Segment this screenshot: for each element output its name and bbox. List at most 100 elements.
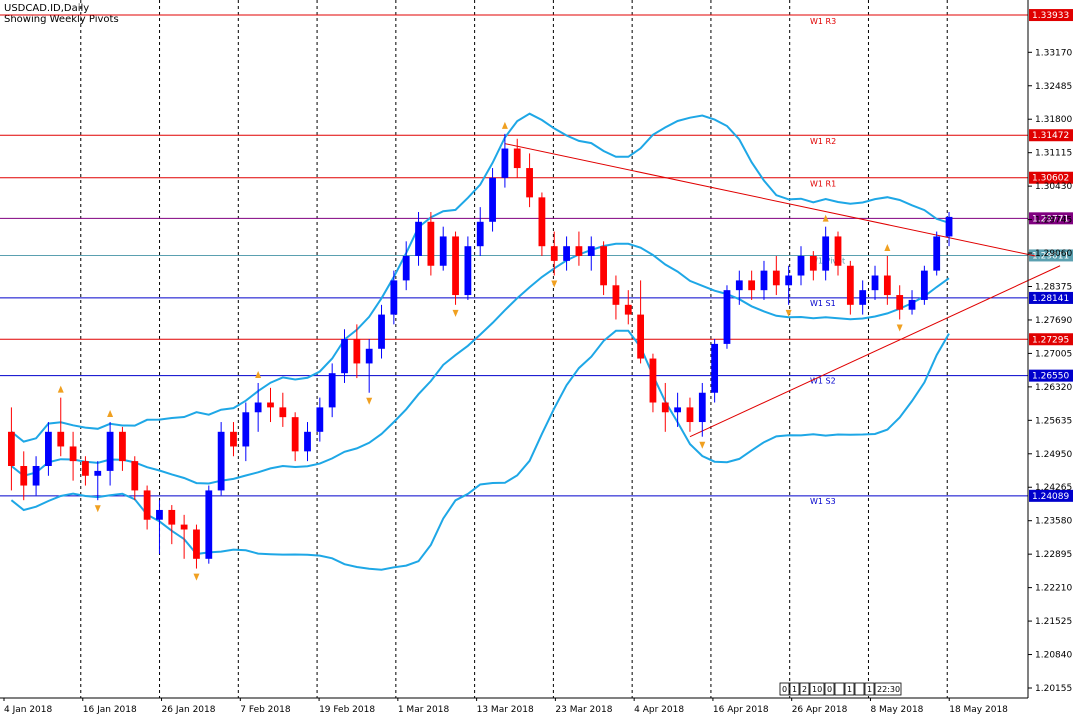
candle (686, 397, 694, 432)
fractal-up-marker (884, 243, 891, 251)
timeframe-button-label: 1 (792, 685, 797, 694)
fractal-down-marker (452, 309, 459, 317)
candle-body (45, 431, 52, 466)
time-axis-label: 4 Jan 2018 (4, 705, 52, 715)
candle (131, 456, 139, 501)
time-axis-label: 16 Apr 2018 (713, 705, 769, 715)
candle-body (933, 236, 941, 271)
candle-body (674, 407, 682, 413)
price-axis-label: 1.20155 (1035, 684, 1072, 694)
candle-body (945, 216, 953, 237)
chart-symbol-title: USDCAD.ID,Daily (4, 3, 90, 14)
time-axis: 4 Jan 2018 16 Jan 2018 26 Jan 2018 7 Feb 20… (0, 697, 1028, 715)
pivot-level-name: W1 R2 (810, 137, 836, 146)
candle-body (883, 275, 891, 296)
price-axis-label: 1.26320 (1035, 383, 1072, 393)
candle-body (230, 431, 237, 447)
timeframe-button-label: 0 (827, 685, 832, 694)
pivot-level-name: W1 S3 (810, 497, 836, 506)
candle (156, 500, 163, 554)
candle-body (464, 246, 472, 296)
candle-body (57, 431, 65, 447)
candle-body (304, 431, 311, 452)
timeframe-button-label: 2 (802, 685, 807, 694)
candle (489, 168, 496, 232)
candle (217, 422, 225, 496)
timeframe-button (779, 682, 790, 696)
fractal-down-marker (896, 324, 903, 332)
candle-body (476, 221, 484, 247)
pivot-level-price-box (1029, 489, 1073, 502)
candle-body (291, 417, 299, 452)
pivot-level-name: W1 R1 (810, 180, 836, 189)
price-axis-label: 1.29745 (1035, 216, 1072, 226)
candle (69, 431, 77, 481)
candles (8, 121, 953, 581)
candle-body (242, 412, 250, 447)
candle (587, 236, 595, 271)
time-axis-label: 18 May 2018 (949, 705, 1008, 715)
pivot-level-price-label: 1.26550 (1032, 372, 1069, 382)
candle-body (489, 177, 496, 222)
candle-body (624, 304, 632, 315)
candle (291, 412, 299, 462)
candle-body (526, 168, 533, 198)
candle (464, 236, 472, 300)
timeframe-button (834, 682, 845, 696)
price-axis-label: 1.25635 (1035, 416, 1072, 426)
price-axis-label: 1.24265 (1035, 483, 1072, 493)
candle-body (8, 431, 15, 466)
candle-body (180, 524, 188, 530)
pivot-level-price-label: 1.28141 (1032, 294, 1069, 304)
candle-body (686, 407, 694, 423)
price-axis-label: 1.27005 (1035, 349, 1072, 359)
price-axis-label: 1.22895 (1035, 550, 1072, 560)
candle (846, 260, 854, 315)
candle-body (871, 275, 879, 291)
time-axis-label: 16 Jan 2018 (83, 705, 137, 715)
candle-body (82, 461, 89, 476)
fractal-up-marker (57, 385, 64, 393)
timeframe-bar: 0 1 2 10 0 1 1 22:30 (779, 682, 902, 696)
candle (32, 456, 40, 496)
candle-body (353, 339, 361, 364)
candle-body (698, 392, 706, 423)
candle (279, 392, 287, 427)
pivot-level-price-box (1029, 212, 1073, 225)
candle (859, 280, 867, 315)
price-axis-label: 1.23580 (1035, 517, 1072, 527)
pivot-level-price-label: 1.29771 (1032, 214, 1069, 224)
candle (920, 265, 928, 305)
candle (476, 207, 484, 256)
candle-body (661, 402, 669, 413)
candle-body (205, 490, 213, 559)
candle (439, 226, 447, 271)
candle-body (735, 280, 743, 291)
candle-body (427, 221, 435, 266)
fractal-up-marker (501, 121, 508, 129)
timeframe-button (789, 682, 800, 696)
candle-body (797, 255, 805, 276)
candle (168, 505, 176, 545)
candle-body (156, 509, 163, 520)
timeframe-button (864, 682, 875, 696)
candle (760, 260, 768, 300)
candle (341, 329, 348, 383)
price-axis: 1.33170 1.32485 1.31800 1.31115 1.30430 1.297… (1027, 0, 1072, 698)
fractal-down-marker (94, 505, 101, 513)
candle (908, 290, 916, 315)
candle (328, 363, 336, 418)
pivot-level-price-box (1029, 333, 1073, 346)
pivot-level-price-label: 1.29011 (1032, 251, 1069, 261)
candle (501, 133, 509, 188)
price-axis-label: 1.31115 (1035, 149, 1072, 159)
candle (193, 524, 200, 569)
pivot-level-lines: W1 R3 1.33933 W1 R2 1.31472 W1 R1 1.30602 1.29… (0, 9, 1073, 506)
candle-body (772, 270, 780, 286)
candle (254, 382, 262, 432)
candle-body (846, 265, 854, 305)
candle-body (723, 290, 731, 344)
trendline (504, 143, 1036, 257)
band-upper (10, 112, 950, 443)
